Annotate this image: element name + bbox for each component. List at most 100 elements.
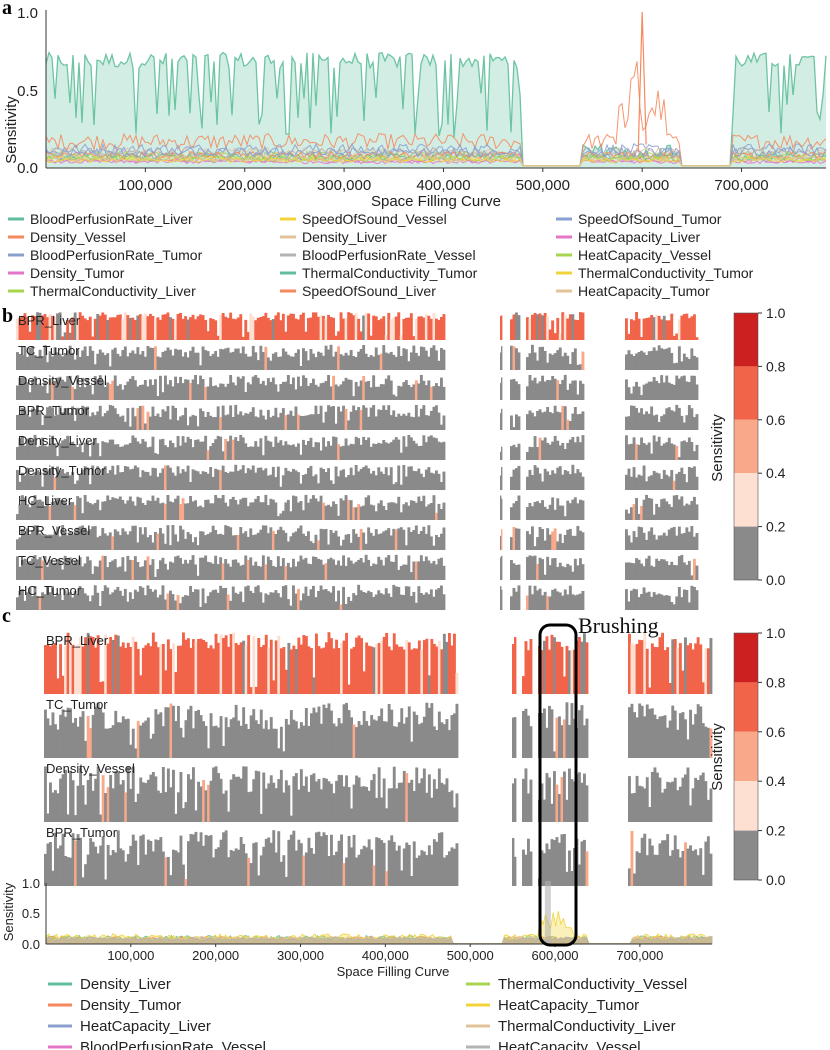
track-bar (251, 465, 255, 490)
track-bar (685, 527, 689, 550)
track-bar (264, 312, 268, 340)
track-bar (161, 468, 165, 490)
track-bar (670, 561, 674, 580)
track-bar (41, 315, 44, 340)
track-bar (166, 447, 170, 460)
track-bar (224, 559, 228, 580)
track-bar (327, 781, 331, 822)
track-bar (156, 790, 160, 822)
track-bar (563, 449, 567, 460)
track-bar (571, 437, 575, 460)
track-bar (635, 643, 639, 694)
track-bar (317, 778, 321, 822)
track-bar (531, 594, 534, 610)
track-bar (690, 316, 694, 340)
track-bar (259, 647, 263, 694)
track-bar (429, 472, 433, 490)
track-bar (578, 772, 581, 822)
track-bar (327, 468, 330, 490)
track-label: Density_Tumor (18, 463, 106, 478)
track-bar (216, 592, 220, 610)
track-bar (292, 532, 295, 550)
track-bar (427, 845, 431, 886)
track-bar (422, 640, 426, 694)
track-bar (432, 345, 436, 370)
track-bar (435, 318, 438, 340)
track-bar (501, 346, 503, 370)
track-bar (670, 602, 674, 610)
track-bar (357, 438, 361, 460)
track-bar (96, 353, 100, 370)
track-bar (647, 317, 651, 340)
track-bar (146, 316, 150, 340)
track-bar (515, 528, 518, 550)
track-bar (221, 563, 225, 580)
track-bar (568, 383, 572, 400)
track-bar (94, 706, 98, 758)
track-bar (650, 498, 654, 520)
track-bar (51, 315, 54, 340)
track-bar (229, 779, 233, 822)
track-bar (538, 409, 542, 430)
track-bar (563, 567, 567, 580)
track-bar (546, 316, 550, 340)
track-bar (221, 588, 225, 610)
track-bar (324, 345, 328, 370)
track-bar (74, 815, 77, 822)
track-bar (241, 564, 245, 580)
track-bar (334, 530, 338, 550)
track-bar (121, 716, 125, 758)
track-bar (86, 632, 90, 694)
track-bar (445, 778, 449, 822)
track-bar (201, 507, 205, 520)
track-bar (194, 352, 197, 370)
track-bar (546, 442, 550, 460)
track-bar (339, 498, 343, 520)
track-bar (88, 316, 92, 340)
track-bar (571, 352, 575, 370)
track-bar (359, 506, 363, 520)
track-bar (28, 437, 32, 460)
track-bar (389, 597, 393, 610)
track-bar (146, 500, 150, 520)
track-bar (332, 559, 335, 580)
track-bar (536, 537, 539, 550)
track-bar (429, 536, 433, 550)
track-bar (377, 534, 381, 550)
track-bar (625, 379, 628, 400)
track-bar (51, 356, 54, 370)
track-bar (21, 560, 24, 580)
track-bar (166, 312, 170, 340)
track-bar (264, 385, 268, 400)
track-bar (81, 588, 85, 610)
track-bar (38, 533, 42, 550)
track-bar (259, 502, 263, 520)
track-bar (704, 726, 708, 758)
track-bar (548, 444, 552, 460)
track-bar (355, 727, 358, 758)
track-bar (81, 525, 85, 550)
track-bar (36, 357, 39, 370)
track-bar (54, 832, 57, 886)
track-bar (91, 442, 95, 460)
track-bar (645, 539, 648, 550)
track-bar (676, 648, 680, 694)
brush-selection-box[interactable] (538, 623, 578, 947)
track-bar (392, 584, 396, 610)
track-bar (181, 596, 185, 610)
track-bar (680, 597, 684, 610)
track-bar (357, 777, 361, 822)
track-bar (171, 443, 175, 460)
track-bar (637, 526, 641, 550)
track-bar (404, 317, 408, 340)
brushing-annotation: Brushing (578, 613, 659, 638)
track-bar (412, 591, 416, 610)
track-bar (568, 314, 572, 340)
track-bar (299, 454, 303, 460)
track-bar (36, 405, 39, 430)
track-bar (410, 649, 414, 694)
track-bar (81, 513, 85, 520)
track-bar (179, 603, 182, 610)
track-bar (415, 715, 419, 758)
track-bar (194, 564, 197, 580)
